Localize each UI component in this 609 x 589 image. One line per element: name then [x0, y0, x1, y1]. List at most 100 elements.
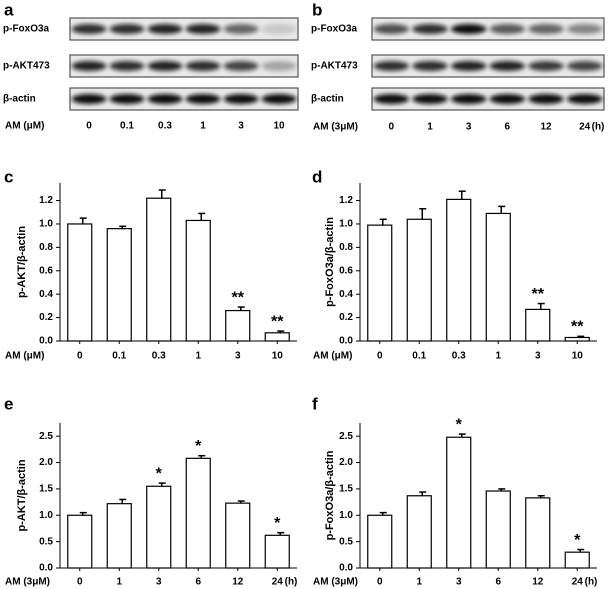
x-tick-label: 3	[535, 351, 541, 362]
bar	[564, 336, 590, 342]
blot-band	[185, 94, 221, 104]
x-unit: (h)	[285, 577, 298, 588]
blot-lane-label: 12	[540, 122, 552, 133]
bar	[525, 308, 551, 342]
x-tick-label: 0.1	[112, 351, 126, 362]
blot-band	[71, 61, 107, 71]
panel-label: e	[4, 394, 13, 413]
x-tick-label: 12	[232, 577, 244, 588]
blot-band	[450, 24, 487, 34]
blot-band	[566, 24, 603, 34]
blot-lane-label: 3	[466, 122, 472, 133]
blot-band	[528, 24, 564, 34]
significance: *	[274, 515, 281, 532]
blot-lane-label: 6	[505, 122, 511, 133]
bar	[446, 198, 472, 342]
bar	[367, 514, 393, 569]
y-tick-label: 0.4	[339, 289, 353, 300]
bar	[146, 485, 172, 569]
blot-band	[450, 94, 487, 104]
x-tick-label: 1	[416, 577, 422, 588]
blot-lane-label: 24	[579, 122, 591, 133]
x-axis-label: AM (3μM)	[5, 577, 50, 588]
x-tick-label: 24	[272, 577, 284, 588]
y-tick-label: 0.5	[39, 536, 53, 547]
bar	[225, 309, 251, 342]
x-tick-label: 0.1	[412, 351, 426, 362]
blot-lane-label: 1	[427, 122, 433, 133]
x-tick-label: 0	[77, 351, 83, 362]
x-tick-label: 0.3	[152, 351, 166, 362]
bar	[106, 503, 132, 569]
blot-band	[185, 24, 221, 34]
panel-label: f	[312, 394, 318, 413]
blot-band	[261, 94, 297, 104]
blot-band	[412, 94, 448, 104]
blot-frame	[371, 17, 605, 41]
panel-label: b	[312, 0, 322, 19]
x-tick-label: 3	[456, 577, 462, 588]
blot-band	[528, 94, 564, 104]
blot-band	[71, 24, 107, 34]
y-tick-label: 0.0	[39, 336, 53, 347]
x-tick-label: 3	[156, 577, 162, 588]
blot-band	[373, 24, 410, 34]
y-tick-label: 0.4	[39, 289, 53, 300]
blot-row-label: p-AKT473	[311, 61, 358, 72]
panel-label: a	[4, 0, 14, 19]
x-tick-label: 3	[235, 351, 241, 362]
y-tick-label: 1.0	[39, 510, 53, 521]
x-tick-label: 1	[116, 577, 122, 588]
y-tick-label: 0.6	[39, 265, 53, 276]
significance: **	[571, 319, 584, 336]
significance: **	[532, 286, 545, 303]
blot-band	[185, 61, 221, 71]
y-tick-label: 0.0	[39, 563, 53, 574]
x-tick-label: 0	[377, 577, 383, 588]
y-tick-label: 1.5	[39, 484, 53, 495]
blot-band	[489, 61, 526, 71]
blot-band	[373, 94, 410, 104]
y-axis-label: p-AKT/β-actin	[16, 226, 28, 298]
significance: **	[232, 289, 245, 306]
y-tick-label: 2.0	[39, 457, 53, 468]
significance: *	[574, 532, 581, 549]
bar	[485, 212, 511, 342]
blot-band	[566, 94, 603, 104]
bar	[185, 219, 211, 342]
x-tick-label: 6	[495, 577, 501, 588]
y-axis-label: p-AKT/β-actin	[16, 459, 28, 531]
bar	[185, 457, 211, 569]
x-tick-label: 10	[572, 351, 584, 362]
blot-lane-label: 0.1	[120, 121, 134, 132]
bar	[525, 497, 551, 569]
bar	[485, 490, 511, 569]
x-axis-label: AM (3μM)	[313, 577, 358, 588]
blot-band	[223, 94, 259, 104]
x-tick-label: 6	[195, 577, 201, 588]
bar	[367, 224, 393, 342]
bar	[406, 495, 432, 569]
blot-band	[109, 61, 145, 71]
y-tick-label: 0.0	[339, 563, 353, 574]
blot-frame	[69, 54, 299, 78]
y-tick-label: 0.8	[39, 242, 53, 253]
significance: *	[195, 438, 202, 455]
blot-x-label: AM (μM)	[5, 121, 44, 132]
x-axis-label: AM (μM)	[5, 351, 44, 362]
blot-row-label: β-actin	[3, 94, 36, 105]
blot-band	[147, 24, 183, 34]
y-tick-label: 0.0	[339, 336, 353, 347]
x-tick-label: 0	[377, 351, 383, 362]
bar	[406, 218, 432, 342]
bar	[264, 534, 290, 569]
y-axis-label: p-FoxO3a/β-actin	[324, 450, 336, 540]
bar	[564, 551, 590, 569]
significance: *	[156, 465, 163, 482]
y-tick-label: 1.0	[339, 510, 353, 521]
blot-frame	[371, 54, 605, 78]
blot-lane-label: 0	[389, 122, 395, 133]
bar	[446, 436, 472, 569]
blot-lane-label: 10	[273, 121, 285, 132]
